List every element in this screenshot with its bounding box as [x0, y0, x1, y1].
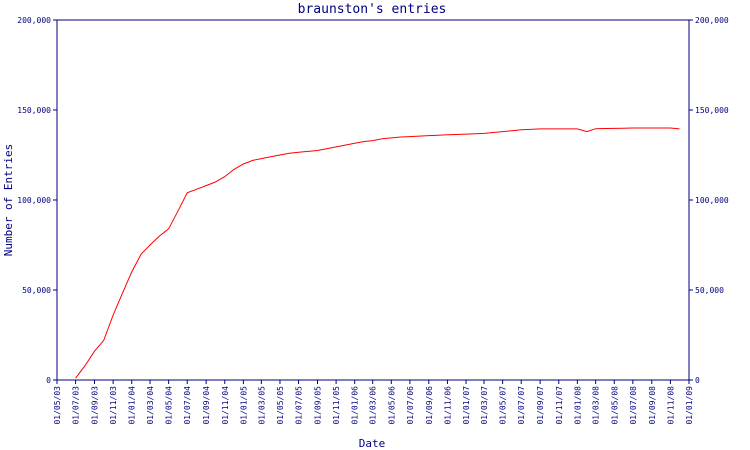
x-tick-label: 01/05/06 — [387, 386, 396, 425]
x-tick-label: 01/03/06 — [369, 386, 378, 425]
x-tick-label: 01/01/04 — [128, 386, 137, 425]
x-axis-label: Date — [359, 437, 386, 450]
plot-frame — [56, 19, 690, 381]
y-tick-label-left: 150,000 — [17, 106, 51, 115]
x-tick-label: 01/05/04 — [165, 386, 174, 425]
x-tick-label: 01/09/04 — [202, 386, 211, 425]
x-tick-label: 01/11/04 — [221, 386, 230, 425]
x-tick-label: 01/05/03 — [53, 386, 62, 425]
y-tick-label-left: 50,000 — [22, 286, 51, 295]
y-tick-label-right: 0 — [695, 376, 700, 385]
y-tick-label-left: 200,000 — [17, 16, 51, 25]
x-tick-label: 01/01/08 — [573, 386, 582, 425]
x-tick-label: 01/05/08 — [610, 386, 619, 425]
x-tick-label: 01/03/08 — [592, 386, 601, 425]
x-tick-label: 01/11/07 — [555, 386, 564, 425]
y-tick-label-left: 0 — [46, 376, 51, 385]
y-axis-label: Number of Entries — [2, 144, 15, 257]
x-tick-label: 01/05/07 — [499, 386, 508, 425]
x-tick-label: 01/09/08 — [648, 386, 657, 425]
y-axis-left: 0 50,000 100,000 150,000 200,000 — [17, 16, 57, 385]
x-tick-label: 01/05/05 — [276, 386, 285, 425]
y-tick-label-right: 200,000 — [695, 16, 729, 25]
x-tick-label: 01/01/09 — [685, 386, 694, 425]
x-tick-label: 01/03/04 — [146, 386, 155, 425]
x-tick-label: 01/11/06 — [443, 386, 452, 425]
x-tick-label: 01/11/05 — [332, 386, 341, 425]
x-tick-label: 01/09/03 — [91, 386, 100, 425]
x-tick-label: 01/07/03 — [72, 386, 81, 425]
x-tick-label: 01/11/08 — [666, 386, 675, 425]
x-tick-label: 01/09/07 — [536, 386, 545, 425]
x-tick-label: 01/07/07 — [517, 386, 526, 425]
chart-title: braunston's entries — [298, 2, 447, 17]
y-tick-label-right: 100,000 — [695, 196, 729, 205]
x-tick-label: 01/09/05 — [313, 386, 322, 425]
x-tick-label: 01/07/06 — [406, 386, 415, 425]
x-tick-label: 01/01/07 — [462, 386, 471, 425]
x-tick-label: 01/03/05 — [257, 386, 266, 425]
x-tick-label: 01/03/07 — [480, 386, 489, 425]
series-line-0 — [75, 127, 680, 379]
x-tick-label: 01/01/06 — [351, 386, 360, 425]
x-tick-label: 01/07/08 — [629, 386, 638, 425]
x-tick-label: 01/07/05 — [295, 386, 304, 425]
x-tick-label: 01/07/04 — [183, 386, 192, 425]
series-layer — [75, 127, 680, 379]
y-tick-label-left: 100,000 — [17, 196, 51, 205]
y-axis-right: 0 50,000 100,000 150,000 200,000 — [689, 16, 729, 385]
y-tick-label-right: 50,000 — [695, 286, 724, 295]
x-tick-label: 01/01/05 — [239, 386, 248, 425]
x-tick-label: 01/11/03 — [109, 386, 118, 425]
x-axis: 01/05/03 01/07/03 01/09/03 01/11/03 01/01/04… — [53, 380, 694, 425]
y-tick-label-right: 150,000 — [695, 106, 729, 115]
x-tick-label: 01/09/06 — [425, 386, 434, 425]
